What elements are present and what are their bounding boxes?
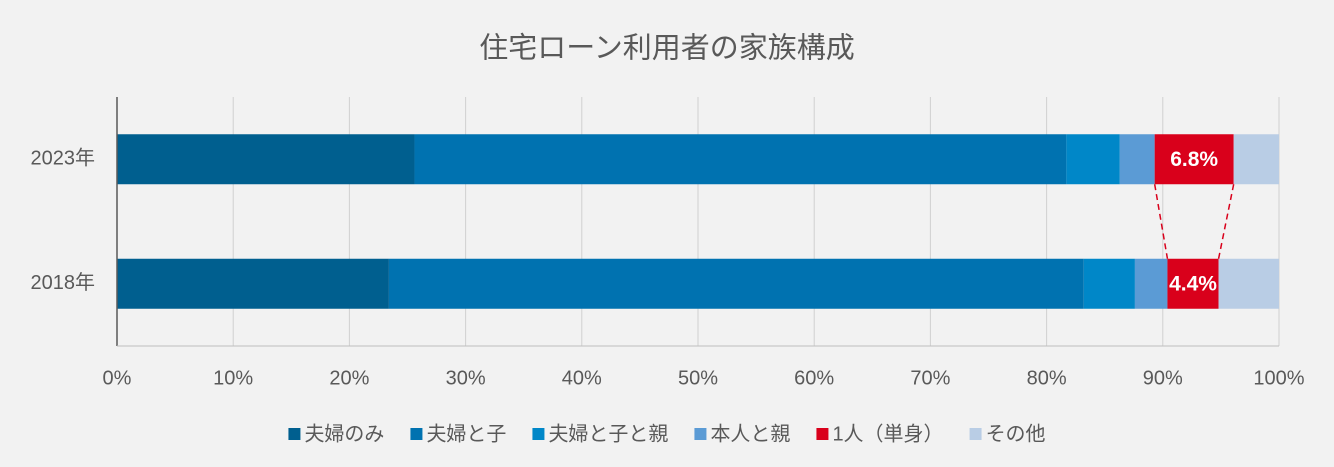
x-tick-label: 40% xyxy=(562,367,602,389)
x-tick-label: 10% xyxy=(213,367,253,389)
connector xyxy=(1217,184,1235,259)
x-tick-label: 50% xyxy=(678,367,718,389)
legend-label: 夫婦と子と親 xyxy=(548,422,668,445)
legend-label: 1人（単身） xyxy=(832,422,943,445)
chart-title: 住宅ローン利用者の家族構成 xyxy=(479,32,855,65)
legend-swatch xyxy=(969,428,982,440)
bar-segment xyxy=(1233,134,1279,185)
y-tick-label: 2018年 xyxy=(31,271,96,294)
legend-label: 本人と親 xyxy=(710,422,790,445)
bar-segment xyxy=(1134,258,1168,309)
legend-swatch xyxy=(288,428,301,440)
legend-swatch xyxy=(532,428,545,440)
bar-segment xyxy=(1167,258,1219,309)
x-tick-label: 30% xyxy=(446,367,486,389)
bar-segment xyxy=(1154,134,1234,185)
bar-segment xyxy=(1083,258,1135,309)
bar-segment xyxy=(1119,134,1155,185)
data-label: 6.8% xyxy=(1170,148,1218,171)
legend-swatch xyxy=(410,428,423,440)
connector xyxy=(1153,184,1169,259)
bar-segment xyxy=(117,258,389,309)
x-tick-label: 80% xyxy=(1027,367,1067,389)
legend-label: 夫婦のみ xyxy=(304,422,384,445)
bar-segment xyxy=(414,134,1067,185)
x-tick-label: 100% xyxy=(1253,367,1304,389)
bar-segment xyxy=(117,134,415,185)
legend-label: 夫婦と子 xyxy=(426,422,506,445)
x-tick-label: 20% xyxy=(329,367,369,389)
legend-swatch xyxy=(694,428,707,440)
legend-label: その他 xyxy=(986,422,1046,445)
x-tick-label: 0% xyxy=(103,367,132,389)
x-tick-label: 70% xyxy=(910,367,950,389)
bar-segment xyxy=(388,258,1084,309)
x-tick-label: 60% xyxy=(794,367,834,389)
x-tick-label: 90% xyxy=(1143,367,1183,389)
bar-segment xyxy=(1218,258,1279,309)
data-label: 4.4% xyxy=(1169,272,1217,295)
y-tick-label: 2023年 xyxy=(31,147,96,170)
legend-swatch xyxy=(816,428,829,440)
bar-segment xyxy=(1066,134,1120,185)
